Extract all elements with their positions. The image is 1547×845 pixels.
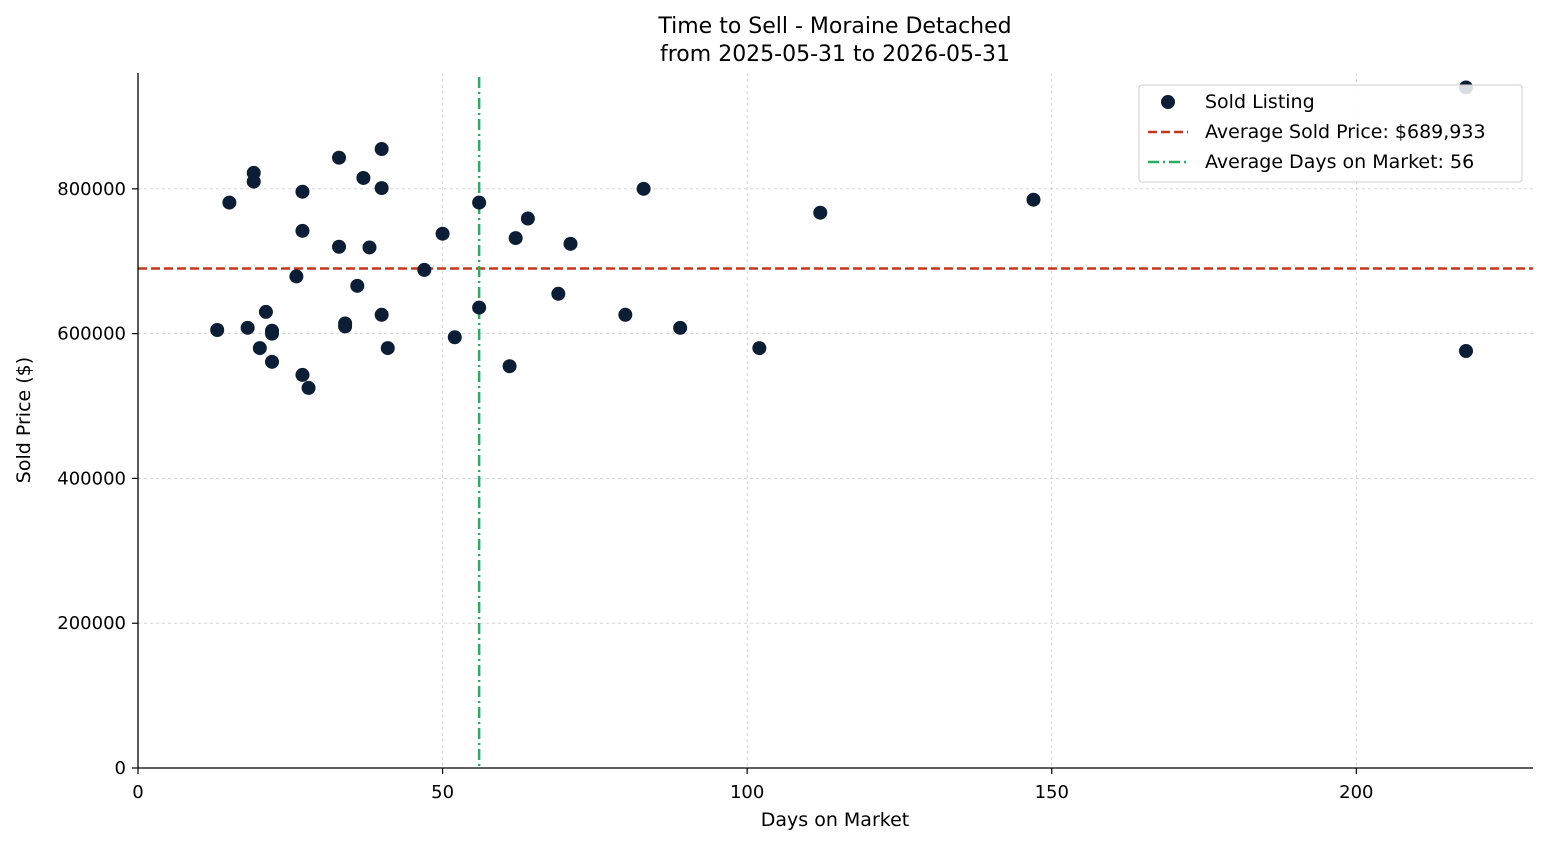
chart-subtitle: from 2025-05-31 to 2026-05-31 bbox=[660, 42, 1010, 67]
data-point bbox=[374, 307, 389, 322]
data-point bbox=[520, 211, 535, 226]
data-point bbox=[673, 320, 688, 335]
data-points bbox=[210, 80, 1473, 395]
y-tick-label: 200000 bbox=[57, 613, 126, 634]
y-tick-label: 600000 bbox=[57, 324, 126, 345]
x-tick-label: 200 bbox=[1339, 782, 1373, 803]
x-tick-label: 0 bbox=[132, 782, 143, 803]
data-point bbox=[752, 341, 767, 356]
data-point bbox=[356, 170, 371, 185]
legend-label-avg-days: Average Days on Market: 56 bbox=[1205, 151, 1474, 173]
y-axis-label: Sold Price ($) bbox=[13, 357, 35, 483]
data-point bbox=[563, 236, 578, 251]
data-point bbox=[222, 195, 237, 210]
data-point bbox=[435, 226, 450, 241]
legend-marker-sold-listing bbox=[1161, 95, 1175, 109]
data-point bbox=[289, 269, 304, 284]
data-point bbox=[246, 174, 261, 189]
data-point bbox=[551, 286, 566, 301]
x-tick-label: 50 bbox=[431, 782, 454, 803]
data-point bbox=[1026, 192, 1041, 207]
data-point bbox=[813, 205, 828, 220]
data-point bbox=[636, 181, 651, 196]
data-point bbox=[240, 320, 255, 335]
data-point bbox=[618, 307, 633, 322]
data-point bbox=[350, 278, 365, 293]
data-point bbox=[210, 323, 225, 338]
x-tick-label: 150 bbox=[1035, 782, 1069, 803]
data-point bbox=[265, 326, 280, 341]
data-point bbox=[1458, 344, 1473, 358]
data-point bbox=[374, 181, 389, 196]
data-point bbox=[258, 304, 273, 319]
legend-label-avg-price: Average Sold Price: $689,933 bbox=[1205, 121, 1486, 143]
data-point bbox=[472, 300, 487, 315]
data-point bbox=[295, 184, 310, 199]
data-point bbox=[362, 240, 377, 255]
data-point bbox=[332, 150, 347, 165]
legend: Sold Listing Average Sold Price: $689,93… bbox=[1138, 84, 1523, 183]
data-point bbox=[295, 367, 310, 382]
grid-lines bbox=[138, 73, 1533, 768]
data-point bbox=[295, 223, 310, 238]
data-point bbox=[265, 354, 280, 369]
data-point bbox=[472, 195, 487, 210]
tick-marks: 0 50 100 150 200 0 200000 400000 600000 800000 bbox=[57, 179, 1373, 803]
y-tick-label: 400000 bbox=[57, 468, 126, 489]
data-point bbox=[301, 380, 316, 395]
data-point bbox=[447, 330, 462, 345]
y-tick-label: 800000 bbox=[57, 179, 126, 200]
y-tick-label: 0 bbox=[115, 758, 126, 779]
data-point bbox=[417, 262, 432, 277]
data-point bbox=[502, 359, 517, 374]
data-point bbox=[338, 319, 353, 334]
data-point bbox=[332, 239, 347, 254]
reference-lines bbox=[138, 77, 1533, 768]
chart-title: Time to Sell - Moraine Detached bbox=[657, 14, 1011, 39]
data-point bbox=[508, 231, 523, 246]
legend-label-sold-listing: Sold Listing bbox=[1205, 91, 1315, 113]
x-tick-label: 100 bbox=[730, 782, 764, 803]
legend-box bbox=[1138, 84, 1523, 183]
x-axis-label: Days on Market bbox=[761, 809, 909, 831]
data-point bbox=[374, 142, 389, 157]
data-point bbox=[252, 341, 267, 356]
data-point bbox=[380, 341, 395, 356]
